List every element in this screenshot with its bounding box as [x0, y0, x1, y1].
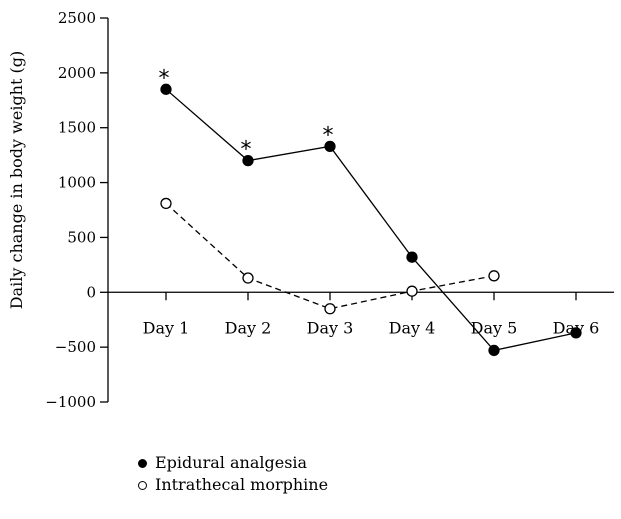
y-tick-label: 2000	[58, 64, 96, 82]
y-tick-label: 0	[86, 283, 96, 301]
data-point-epidural	[570, 327, 582, 339]
data-point-intrathecal	[488, 270, 500, 282]
y-tick-label: 2500	[58, 9, 96, 27]
x-tick-label: Day 4	[389, 318, 436, 337]
data-point-intrathecal	[242, 272, 254, 284]
x-tick-label: Day 5	[471, 318, 518, 337]
legend-label-intrathecal: Intrathecal morphine	[155, 475, 329, 494]
significance-annotations: * * *	[159, 66, 334, 162]
data-point-intrathecal	[324, 303, 336, 315]
data-point-epidural	[324, 140, 336, 153]
y-tick-label: 1000	[58, 174, 96, 192]
legend-label-epidural: Epidural analgesia	[155, 453, 308, 472]
x-tick-label: Day 2	[225, 318, 272, 337]
x-tick-label: Day 1	[143, 318, 190, 337]
y-axis-label: Daily change in body weight (g)	[7, 51, 26, 309]
filled-circle-icon	[138, 458, 147, 468]
significance-star: *	[323, 123, 334, 148]
series-line-epidural	[165, 88, 577, 352]
data-point-intrathecal	[160, 197, 172, 210]
x-tick-label: Day 3	[307, 318, 354, 337]
data-point-epidural	[242, 154, 254, 167]
data-point-epidural	[488, 344, 500, 357]
series-points	[160, 83, 582, 357]
legend-entry-epidural: Epidural analgesia	[138, 452, 328, 474]
open-circle-icon	[138, 480, 147, 490]
significance-star: *	[241, 138, 252, 163]
legend: Epidural analgesia Intrathecal morphine	[138, 452, 328, 496]
y-tick-label: 500	[67, 228, 96, 246]
y-tick-label: 1500	[58, 119, 96, 137]
y-tick-label: −500	[55, 338, 96, 356]
series-lines	[165, 88, 577, 352]
data-point-epidural	[160, 83, 172, 95]
legend-entry-intrathecal: Intrathecal morphine	[138, 474, 328, 496]
y-ticks: −1000 −500 0 500 1000 1500 2000 2500	[45, 9, 108, 411]
significance-star: *	[159, 66, 170, 91]
axes	[107, 18, 614, 402]
x-categories: Day 1 Day 2 Day 3 Day 4 Day 5 Day 6	[143, 292, 599, 337]
series-line-intrathecal	[165, 202, 495, 310]
data-point-epidural	[406, 251, 418, 263]
data-point-intrathecal	[406, 285, 418, 297]
y-tick-label: −1000	[45, 393, 96, 411]
chart: Daily change in body weight (g) −1000 −50…	[7, 9, 614, 411]
